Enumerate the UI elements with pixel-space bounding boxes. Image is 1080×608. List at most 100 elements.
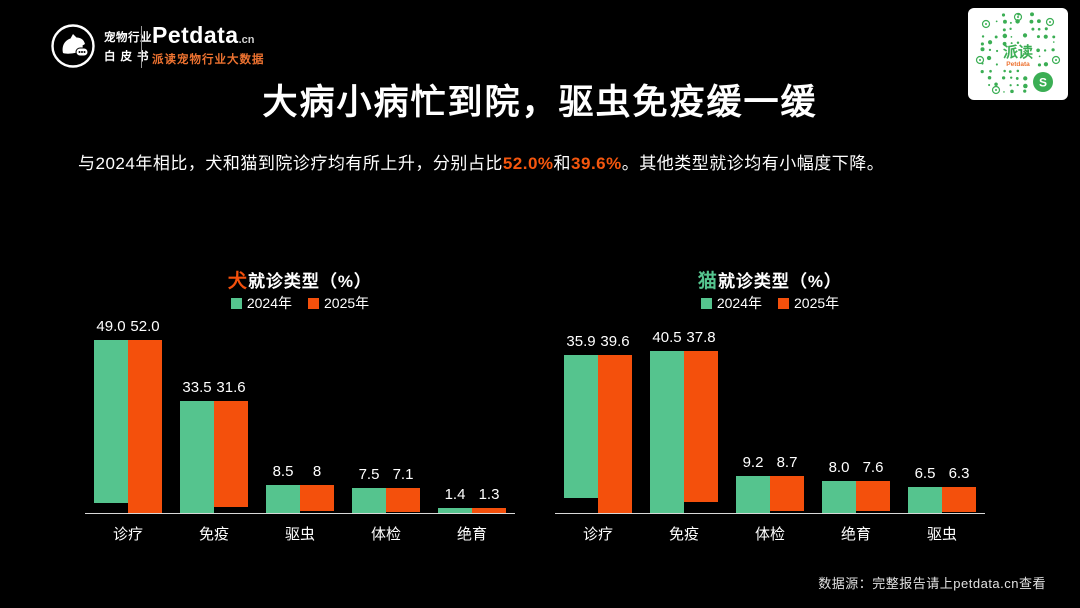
category-label: 诊疗 <box>112 526 143 543</box>
bar-group: 1.4 1.3 <box>438 486 506 513</box>
subtitle-highlight-dog: 52.0% <box>502 154 554 173</box>
bar-2024年-诊疗: 35.9 <box>564 333 598 499</box>
bar-value-label: 49.0 <box>96 317 126 335</box>
bar-value-label: 9.2 <box>742 454 764 472</box>
bar-value-label: 8.7 <box>776 454 798 472</box>
chart-title: 猫就诊类型（%） <box>555 266 985 292</box>
whitepaper-logo: 宠物行业 白皮书 <box>50 23 154 69</box>
chart-legend: 2024年 2025年 <box>85 292 515 314</box>
bar-group: 9.2 8.7 <box>736 454 804 513</box>
logo-line1: 宠物行业 <box>104 31 152 44</box>
category-label: 绝育 <box>840 526 871 543</box>
legend-swatch-2025 <box>778 297 789 309</box>
bar-value-label: 8 <box>312 462 322 480</box>
bar-2025年-诊疗: 52.0 <box>128 318 162 513</box>
bar-2024年-驱虫: 6.5 <box>908 465 942 513</box>
header-divider <box>141 26 142 68</box>
legend-item-2024: 2024年 <box>230 293 292 313</box>
cat-visit-type-chart: 猫就诊类型（%） 2024年 2025年 35.9 39.6 40.5 37.8 9.2… <box>555 266 985 544</box>
bar-2025年-免疫: 31.6 <box>214 379 248 507</box>
bar-value-label: 6.3 <box>948 465 970 482</box>
bar-value-label: 8.0 <box>828 459 850 476</box>
qr-sub-text: Petdata <box>1006 61 1030 68</box>
legend-swatch-2024 <box>700 297 712 309</box>
svg-text:S: S <box>1039 76 1047 90</box>
subtitle-text: 。其他类型就诊均有小幅度下降。 <box>621 154 885 173</box>
legend-swatch-2025 <box>308 297 319 309</box>
bar-2025年-免疫: 37.8 <box>684 329 718 503</box>
bar-group: 8.5 8 <box>266 463 334 513</box>
bar-2025年-绝育: 1.3 <box>472 486 506 513</box>
bar-2024年-驱虫: 8.5 <box>266 463 300 513</box>
qr-center-text: 派读 <box>1003 43 1033 61</box>
category-label: 驱虫 <box>284 526 315 543</box>
bar-2024年-免疫: 40.5 <box>650 329 684 513</box>
bar-value-label: 1.4 <box>444 486 466 504</box>
bar-group: 8.0 7.6 <box>822 459 890 513</box>
brand-name: Petdata <box>152 22 239 48</box>
chart-legend: 2024年 2025年 <box>555 292 985 314</box>
bar-2025年-体检: 8.7 <box>770 454 804 511</box>
brand-tagline: 派读宠物行业大数据 <box>152 54 265 66</box>
category-label: 绝育 <box>456 526 487 543</box>
qr-code: 派读 Petdata S <box>968 8 1068 100</box>
data-source-note: 数据源：完整报告请上petdata.cn查看 <box>818 576 1046 591</box>
category-label: 体检 <box>370 526 401 543</box>
bar-value-label: 7.6 <box>862 459 884 476</box>
bar-2024年-体检: 9.2 <box>736 454 770 513</box>
bar-value-label: 1.3 <box>478 486 500 504</box>
petdata-brand: Petdata.cn 派读宠物行业大数据 <box>152 22 265 67</box>
bar-2024年-免疫: 33.5 <box>180 379 214 513</box>
bar-2025年-体检: 7.1 <box>386 466 420 512</box>
legend-label-2024: 2024年 <box>246 295 292 311</box>
bar-group: 35.9 39.6 <box>564 333 632 513</box>
chart-title-accent: 猫 <box>697 271 718 292</box>
bar-value-label: 8.5 <box>272 462 294 480</box>
subtitle-highlight-cat: 39.6% <box>571 154 622 173</box>
category-label: 免疫 <box>198 526 229 543</box>
x-axis-labels: 诊疗 免疫 体检 绝育 驱虫 <box>555 514 985 544</box>
chart-title-rest: 就诊类型（%） <box>717 272 843 291</box>
logo-line2: 白皮书 <box>104 50 154 63</box>
bar-value-label: 40.5 <box>652 329 682 346</box>
category-label: 诊疗 <box>582 526 613 543</box>
bar-value-label: 6.5 <box>914 465 936 482</box>
page-title: 大病小病忙到院，驱虫免疫缓一缓 <box>262 83 818 122</box>
x-axis-labels: 诊疗 免疫 驱虫 体检 绝育 <box>85 514 515 544</box>
bar-2025年-驱虫: 8 <box>300 463 334 512</box>
bar-2025年-诊疗: 39.6 <box>598 333 632 513</box>
bar-2024年-绝育: 1.4 <box>438 486 472 513</box>
plot-area: 35.9 39.6 40.5 37.8 9.2 8.7 8.0 7.6 6.5 6.3 <box>555 314 985 514</box>
bar-value-label: 39.6 <box>600 332 630 350</box>
bar-value-label: 31.6 <box>216 379 246 397</box>
bar-group: 49.0 52.0 <box>94 318 162 513</box>
legend-item-2025: 2025年 <box>308 293 369 313</box>
legend-label-2025: 2025年 <box>324 295 370 311</box>
bar-value-label: 35.9 <box>566 332 596 350</box>
bar-value-label: 33.5 <box>182 379 212 397</box>
bar-2024年-诊疗: 49.0 <box>94 318 128 503</box>
bar-2025年-驱虫: 6.3 <box>942 465 976 513</box>
category-label: 免疫 <box>668 526 699 543</box>
chart-title: 犬就诊类型（%） <box>85 266 515 292</box>
brand-domain: .cn <box>238 34 255 46</box>
bar-2024年-绝育: 8.0 <box>822 459 856 513</box>
subtitle-text: 和 <box>553 154 572 173</box>
dog-visit-type-chart: 犬就诊类型（%） 2024年 2025年 49.0 52.0 33.5 31.6 8.5… <box>85 266 515 544</box>
wechat-mini-icon: S <box>1033 72 1053 92</box>
category-label: 驱虫 <box>926 526 957 543</box>
bar-value-label: 7.5 <box>358 466 380 483</box>
category-label: 体检 <box>754 526 785 543</box>
bar-value-label: 37.8 <box>686 329 716 346</box>
chart-title-rest: 就诊类型（%） <box>247 272 373 291</box>
bar-group: 7.5 7.1 <box>352 466 420 513</box>
legend-item-2025: 2025年 <box>778 293 839 313</box>
legend-label-2025: 2025年 <box>794 295 840 311</box>
subtitle-text: 与2024年相比，犬和猫到院诊疗均有所上升，分别占比 <box>78 154 503 173</box>
bar-value-label: 7.1 <box>392 466 414 483</box>
legend-label-2024: 2024年 <box>716 295 762 311</box>
legend-item-2024: 2024年 <box>700 293 762 313</box>
plot-area: 49.0 52.0 33.5 31.6 8.5 8 7.5 7.1 1.4 1.3 <box>85 314 515 514</box>
bar-group: 33.5 31.6 <box>180 379 248 513</box>
bar-value-label: 52.0 <box>130 317 160 335</box>
